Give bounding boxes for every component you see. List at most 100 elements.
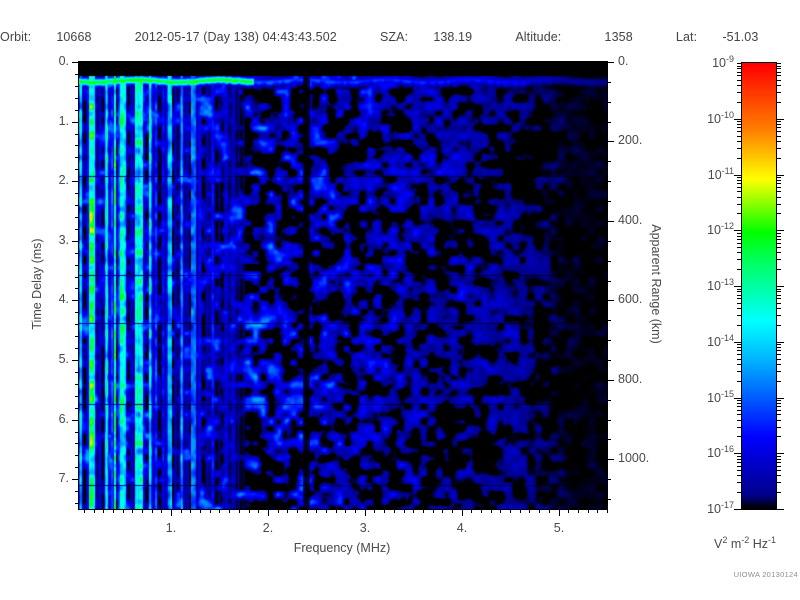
x-axis-minor-tick xyxy=(384,509,385,513)
colorbar-minor-tick xyxy=(737,509,742,510)
y-axis-tick-label-7: 7. xyxy=(58,471,69,485)
y-axis-tick-label-4: 4. xyxy=(58,292,69,306)
x-axis-tick-label-0: 1. xyxy=(165,521,177,535)
colorbar-minor-tick-right xyxy=(776,398,781,399)
x-axis-tick-label-3: 4. xyxy=(456,521,468,535)
colorbar-minor-tick-right xyxy=(776,177,781,178)
y2-axis-minor-tick xyxy=(607,340,611,341)
x-axis-tick-label-1: 2. xyxy=(262,521,274,535)
colorbar-minor-tick xyxy=(737,191,742,192)
x-axis-minor-tick xyxy=(452,509,453,513)
colorbar-minor-tick-right xyxy=(776,462,781,463)
colorbar-minor-tick-right xyxy=(776,325,781,326)
colorbar-minor-tick xyxy=(737,102,742,103)
y2-axis-minor-tick xyxy=(607,82,611,83)
x-axis-minor-tick xyxy=(219,509,220,513)
colorbar-minor-tick-right xyxy=(776,456,781,457)
colorbar-minor-tick-right xyxy=(776,102,781,103)
colorbar-minor-tick xyxy=(737,68,742,69)
colorbar-minor-tick xyxy=(737,410,742,411)
colorbar-minor-tick xyxy=(737,371,742,372)
y2-axis-tick-label-0: 0. xyxy=(618,54,629,68)
colorbar-minor-tick-right xyxy=(776,66,781,67)
altitude-value: 1358 xyxy=(604,30,633,44)
colorbar-minor-tick-right xyxy=(776,342,781,343)
y-axis-minor-tick xyxy=(75,134,79,135)
colorbar-minor-tick xyxy=(737,63,742,64)
colorbar-minor-tick xyxy=(737,124,742,125)
colorbar-minor-tick-right xyxy=(776,127,781,128)
y2-axis-minor-tick xyxy=(607,261,611,262)
y2-axis-minor-tick xyxy=(607,439,611,440)
colorbar-minor-tick xyxy=(737,466,742,467)
colorbar-minor-tick xyxy=(737,414,742,415)
colorbar-minor-tick xyxy=(737,406,742,407)
colorbar-minor-tick-right xyxy=(776,80,781,81)
colorbar-minor-tick-right xyxy=(776,269,781,270)
colorbar-minor-tick xyxy=(737,436,742,437)
x-axis-minor-tick xyxy=(239,509,240,513)
colorbar-minor-tick-right xyxy=(776,252,781,253)
colorbar-minor-tick-right xyxy=(776,236,781,237)
colorbar-minor-tick xyxy=(737,308,742,309)
colorbar-minor-tick xyxy=(737,158,742,159)
y2-axis-minor-tick xyxy=(607,499,611,500)
y-axis-minor-tick xyxy=(75,348,79,349)
ionogram-heatmap-canvas xyxy=(79,62,607,509)
colorbar-minor-tick xyxy=(737,187,742,188)
colorbar-minor-tick xyxy=(737,456,742,457)
colorbar-minor-tick xyxy=(737,136,742,137)
colorbar-tick-label-5: 10-14 xyxy=(707,333,734,350)
colorbar-minor-tick-right xyxy=(776,187,781,188)
y-axis-minor-tick xyxy=(75,265,79,266)
colorbar-minor-tick-right xyxy=(776,350,781,351)
y-axis-major-tick xyxy=(72,122,79,123)
colorbar-minor-tick-right xyxy=(776,85,781,86)
x-axis-title: Frequency (MHz) xyxy=(293,541,391,555)
colorbar-tick-label-0: 10-9 xyxy=(712,54,734,71)
colorbar-minor-tick xyxy=(737,400,742,401)
y2-axis-minor-tick xyxy=(607,320,611,321)
x-axis-minor-tick xyxy=(161,509,162,513)
y2-axis-minor-tick xyxy=(607,360,611,361)
colorbar-minor-tick xyxy=(737,236,742,237)
y-axis-minor-tick xyxy=(75,372,79,373)
y-axis-minor-tick xyxy=(75,288,79,289)
y-axis-major-tick xyxy=(72,420,79,421)
colorbar-minor-tick-right xyxy=(776,136,781,137)
ionogram-heatmap xyxy=(78,61,608,510)
colorbar-minor-tick-right xyxy=(776,371,781,372)
colorbar-minor-tick-right xyxy=(776,191,781,192)
colorbar-minor-tick xyxy=(737,342,742,343)
x-axis-minor-tick xyxy=(307,509,308,513)
y-axis-tick-label-3: 3. xyxy=(58,233,69,247)
y-axis-minor-tick xyxy=(75,467,79,468)
colorbar-minor-tick xyxy=(737,286,742,287)
colorbar-minor-tick xyxy=(737,75,742,76)
colorbar-minor-tick xyxy=(737,269,742,270)
colorbar-minor-tick xyxy=(737,119,742,120)
y-axis-tick-label-0: 0. xyxy=(58,54,69,68)
colorbar-minor-tick-right xyxy=(776,470,781,471)
y-axis-minor-tick xyxy=(75,396,79,397)
colorbar-tick-label-8: 10-17 xyxy=(707,500,734,517)
colorbar-minor-tick-right xyxy=(776,259,781,260)
y2-axis-major-tick xyxy=(607,300,614,301)
x-axis-minor-tick xyxy=(94,509,95,513)
y-axis-major-tick xyxy=(72,62,79,63)
colorbar-minor-tick xyxy=(737,420,742,421)
colorbar-minor-tick-right xyxy=(776,148,781,149)
y-axis-minor-tick xyxy=(75,277,79,278)
x-axis-minor-tick xyxy=(355,509,356,513)
x-axis-major-tick xyxy=(268,509,269,516)
x-axis-minor-tick xyxy=(258,509,259,513)
y-axis-minor-tick xyxy=(75,157,79,158)
x-axis-minor-tick xyxy=(374,509,375,513)
colorbar-minor-tick-right xyxy=(776,121,781,122)
x-axis-minor-tick xyxy=(84,509,85,513)
colorbar-minor-tick xyxy=(737,325,742,326)
y-axis-major-tick xyxy=(72,300,79,301)
colorbar-minor-tick xyxy=(737,72,742,73)
colorbar-minor-tick-right xyxy=(776,158,781,159)
